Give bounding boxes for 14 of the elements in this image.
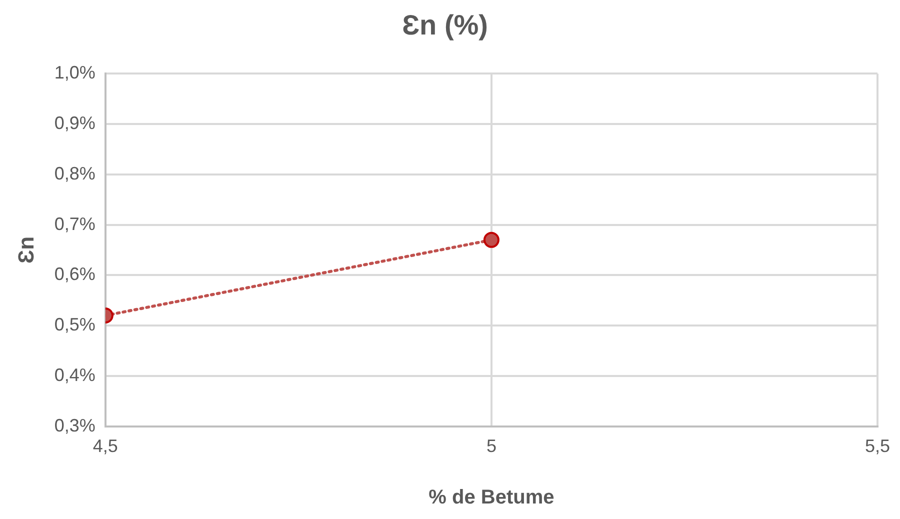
x-axis-title: % de Betume: [428, 486, 554, 509]
y-tick-label: 0,5%: [54, 314, 96, 335]
y-tick-label: 0,8%: [54, 163, 96, 184]
x-tick-label: 5: [486, 436, 496, 456]
y-tick-label: 0,3%: [54, 415, 96, 436]
x-tick-label: 5,5: [864, 436, 890, 456]
x-tick-label: 4,5: [92, 436, 118, 456]
y-tick-label: 0,9%: [54, 112, 96, 133]
y-tick-label: 1,0%: [54, 62, 96, 83]
y-tick-label: 0,6%: [54, 264, 96, 284]
y-tick-label: 0,4%: [54, 364, 96, 385]
y-tick-label: 0,7%: [54, 214, 96, 234]
y-axis-title: Ɛn: [13, 236, 38, 264]
chart-title: Ɛn (%): [402, 10, 488, 41]
